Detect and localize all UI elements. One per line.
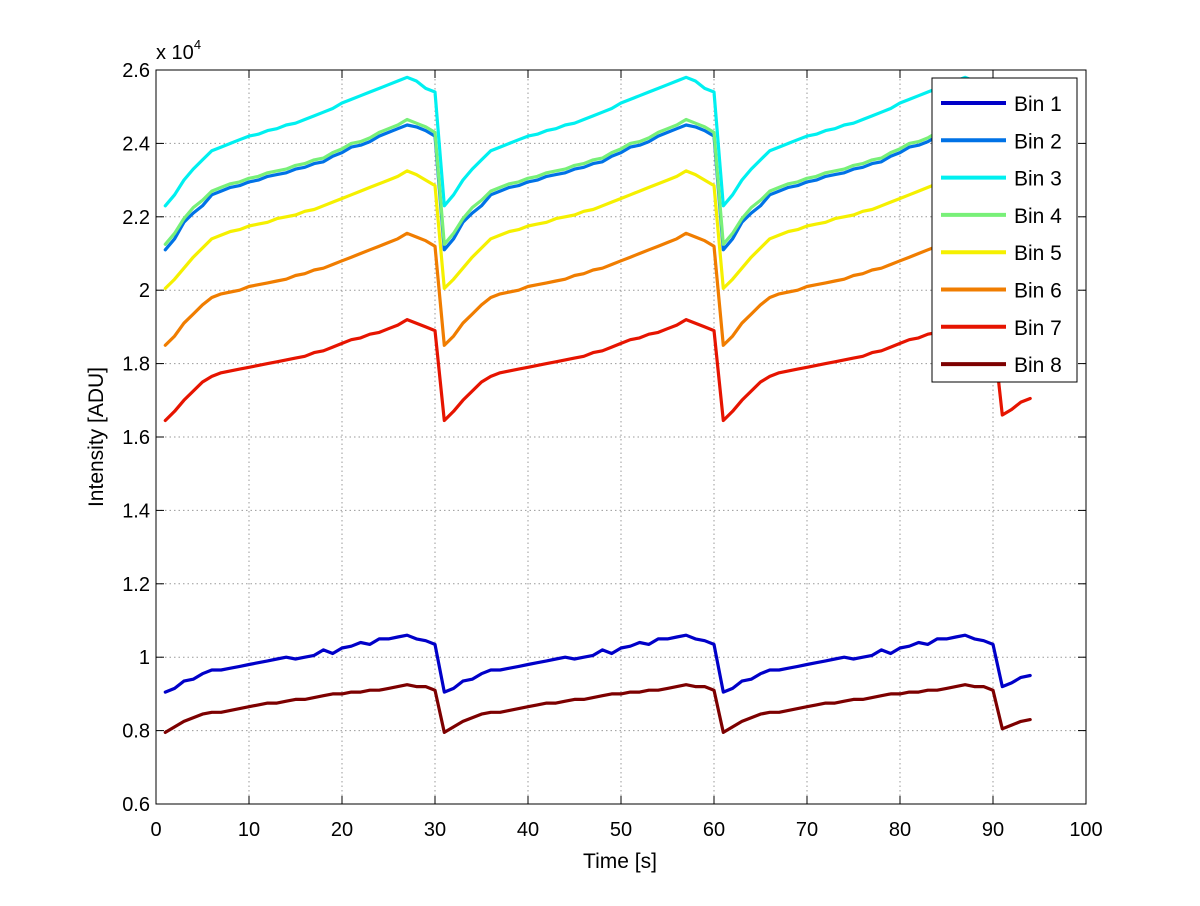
- y-tick-labels: 0.6 0.8 1 1.2 1.4 1.6 1.8 2 2.2 2.4 2.6: [122, 60, 150, 816]
- x-tick-label: 70: [796, 819, 818, 841]
- legend-label-bin-4: Bin 4: [1014, 205, 1062, 228]
- y-tick-label: 1.8: [122, 354, 150, 376]
- y-tick-label: 1.2: [122, 574, 150, 596]
- legend-label-bin-6: Bin 6: [1014, 280, 1062, 303]
- y-exponent-label: x 104: [156, 37, 201, 64]
- series-line-bin-4: [163, 117, 1032, 246]
- x-tick-label: 60: [703, 819, 725, 841]
- series-line-bin-3: [163, 75, 1032, 208]
- y-tick-label: 1.6: [122, 427, 150, 449]
- x-tick-labels: 0 10 20 30 40 50 60 70 80 90 100: [150, 819, 1102, 841]
- y-tick-label: 0.6: [122, 794, 150, 816]
- series-lines: [163, 75, 1032, 735]
- legend-items: Bin 1 Bin 2 Bin 3 Bin 4 Bin 5 Bin 6 Bin 7 Bin 8: [941, 93, 1062, 377]
- x-tick-label: 90: [982, 819, 1004, 841]
- grid-lines: [156, 70, 1086, 804]
- series-line-bin-1: [163, 633, 1032, 694]
- legend-label-bin-2: Bin 2: [1014, 130, 1062, 153]
- legend-label-bin-7: Bin 7: [1014, 317, 1062, 340]
- series-line-bin-5: [163, 169, 1032, 290]
- y-exponent-base: x 10: [156, 42, 194, 64]
- y-axis-label: Intensity [ADU]: [85, 367, 108, 507]
- x-tick-label: 50: [610, 819, 632, 841]
- y-tick-label: 2.6: [122, 60, 150, 82]
- legend-label-bin-8: Bin 8: [1014, 354, 1062, 377]
- series-line-bin-8: [163, 683, 1032, 735]
- legend: Bin 1 Bin 2 Bin 3 Bin 4 Bin 5 Bin 6 Bin 7 Bin 8: [931, 77, 1078, 383]
- x-tick-label: 100: [1069, 819, 1102, 841]
- x-tick-label: 10: [238, 819, 260, 841]
- y-exponent-power: 4: [194, 37, 201, 52]
- legend-label-bin-1: Bin 1: [1014, 93, 1062, 116]
- tick-marks: [155, 69, 1087, 805]
- y-tick-label: 1.4: [122, 500, 150, 522]
- legend-label-bin-5: Bin 5: [1014, 242, 1062, 265]
- y-tick-label: 0.8: [122, 721, 150, 743]
- x-axis-label: Time [s]: [583, 850, 657, 873]
- y-tick-label: 2.2: [122, 207, 150, 229]
- x-tick-label: 40: [517, 819, 539, 841]
- y-tick-label: 2: [139, 280, 150, 302]
- legend-label-bin-3: Bin 3: [1014, 168, 1062, 191]
- x-tick-label: 80: [889, 819, 911, 841]
- series-line-bin-6: [163, 231, 1032, 347]
- x-tick-label: 30: [424, 819, 446, 841]
- series-line-bin-2: [163, 123, 1032, 252]
- y-tick-label: 2.4: [122, 133, 150, 155]
- x-tick-label: 20: [331, 819, 353, 841]
- series-line-bin-7: [163, 318, 1032, 423]
- x-tick-label: 0: [150, 819, 161, 841]
- y-tick-label: 1: [139, 647, 150, 669]
- legend-box: [931, 77, 1078, 383]
